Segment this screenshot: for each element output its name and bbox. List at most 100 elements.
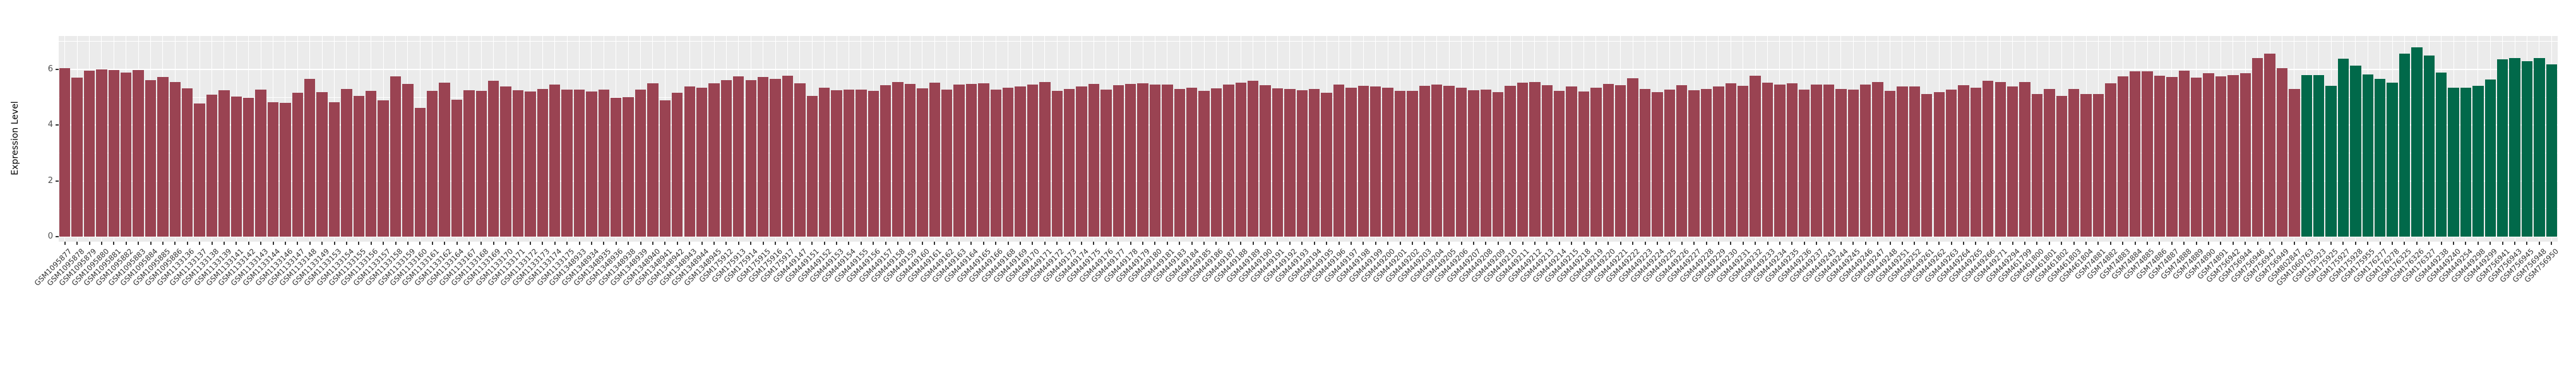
- bar-GSM449195: [1321, 93, 1332, 237]
- bar-GSM449220: [1602, 83, 1614, 237]
- x-tick-mark: [1852, 242, 1854, 245]
- bar-GSM1095885: [157, 77, 169, 237]
- x-tick-mark: [2501, 242, 2503, 245]
- bar-GSM449248: [1884, 91, 1896, 237]
- bar-GSM1348933: [573, 89, 585, 237]
- x-tick-mark: [2208, 242, 2210, 245]
- bar-GSM756945: [2521, 61, 2533, 237]
- x-tick-mark: [1522, 242, 1524, 245]
- bar-GSM449236: [1799, 89, 1810, 237]
- bar-GSM175912: [720, 80, 732, 237]
- bar-GSM176327: [2423, 56, 2435, 237]
- x-tick-mark: [2048, 242, 2050, 245]
- bar-GSM449160: [917, 88, 928, 237]
- x-tick-mark: [590, 242, 592, 245]
- bar-GSM449191: [1272, 88, 1284, 237]
- bar-GSM449178: [1124, 83, 1136, 237]
- x-tick-mark: [1350, 242, 1352, 245]
- bar-GSM449183: [1174, 88, 1185, 237]
- bar-GSM449200: [1382, 87, 1393, 237]
- x-tick-mark: [2024, 242, 2025, 245]
- x-tick-mark: [174, 242, 176, 245]
- bar-GSM1348945: [708, 83, 720, 237]
- bar-GSM449152: [818, 87, 830, 237]
- x-tick-mark: [554, 242, 556, 245]
- x-tick-mark: [1240, 242, 1242, 245]
- bar-GSM461802: [2056, 95, 2067, 237]
- bar-GSM756946: [2251, 58, 2263, 237]
- bar-GSM74886: [2154, 75, 2166, 237]
- bar-GSM449168: [1002, 87, 1014, 237]
- x-tick-mark: [505, 242, 507, 245]
- bar-GSM1133142: [243, 97, 254, 237]
- bar-GSM449212: [1529, 81, 1541, 237]
- bar-GSM449218: [1578, 92, 1590, 237]
- x-tick-mark: [689, 242, 691, 245]
- bar-GSM1133172: [525, 92, 536, 237]
- bar-GSM449229: [1713, 86, 1724, 237]
- bar-GSM449202: [1407, 91, 1418, 237]
- bar-GSM449171: [1039, 81, 1051, 237]
- x-tick-mark: [1546, 242, 1548, 245]
- bar-GSM449187: [1223, 85, 1234, 237]
- bar-GSM449170: [1027, 85, 1039, 237]
- bar-GSM449228: [1700, 88, 1712, 237]
- x-tick-mark: [566, 242, 568, 245]
- x-tick-mark: [223, 242, 225, 245]
- x-tick-mark: [407, 242, 408, 245]
- bar-GSM449180: [1149, 85, 1161, 237]
- x-tick-mark: [1742, 242, 1744, 245]
- bar-GSM449161: [929, 83, 940, 237]
- bar-GSM449237: [1811, 85, 1822, 237]
- x-tick-mark: [2245, 242, 2246, 245]
- bar-GSM449207: [1468, 90, 1479, 237]
- gridline-horizontal: [59, 208, 2558, 210]
- bar-GSM756944: [2239, 73, 2251, 237]
- x-tick-mark: [2538, 242, 2540, 245]
- x-tick-mark: [419, 242, 421, 245]
- x-tick-mark: [995, 242, 997, 245]
- bar-GSM449213: [1541, 85, 1553, 237]
- x-tick-mark: [2159, 242, 2161, 245]
- x-tick-mark: [1705, 242, 1707, 245]
- bar-GSM449243: [1823, 85, 1835, 237]
- x-tick-mark: [1791, 242, 1793, 245]
- bar-GSM449156: [868, 91, 879, 237]
- bar-GSM449176: [1100, 89, 1112, 237]
- x-tick-mark: [1252, 242, 1254, 245]
- x-tick-mark: [1472, 242, 1474, 245]
- bar-GSM449169: [1015, 86, 1026, 237]
- x-tick-mark: [358, 242, 360, 245]
- bar-GSM449204: [1431, 85, 1443, 237]
- bar-GSM449151: [806, 95, 818, 237]
- bar-GSM449155: [856, 89, 867, 237]
- bar-GSM1133143: [255, 89, 266, 237]
- y-tick-mark: [56, 236, 59, 237]
- bar-GSM449262: [1933, 92, 1945, 237]
- x-tick-mark: [1460, 242, 1462, 245]
- bar-GSM461800: [2031, 93, 2043, 237]
- bar-GSM449254: [2460, 88, 2472, 237]
- bar-GSM449190: [1260, 85, 1271, 237]
- bar-GSM1133175: [561, 89, 573, 237]
- bar-GSM1348941: [659, 100, 671, 237]
- bar-GSM1348938: [623, 97, 634, 237]
- bar-GSM449215: [1566, 86, 1577, 237]
- x-tick-mark: [236, 242, 237, 245]
- bar-GSM1133148: [304, 79, 316, 237]
- y-axis-title: Expression Level: [10, 101, 20, 175]
- gridline-horizontal: [59, 180, 2558, 182]
- x-tick-mark: [1289, 242, 1291, 245]
- bar-GSM449246: [1860, 85, 1871, 237]
- x-tick-mark: [1681, 242, 1683, 245]
- x-tick-mark: [615, 242, 617, 245]
- x-tick-mark: [2306, 242, 2308, 245]
- bar-GSM756947: [2264, 54, 2275, 237]
- bar-GSM449179: [1137, 83, 1148, 237]
- x-tick-mark: [1840, 242, 1842, 245]
- x-tick-mark: [897, 242, 899, 245]
- x-tick-mark: [921, 242, 923, 245]
- x-tick-mark: [1938, 242, 1940, 245]
- x-tick-mark: [1265, 242, 1267, 245]
- x-tick-mark: [1767, 242, 1768, 245]
